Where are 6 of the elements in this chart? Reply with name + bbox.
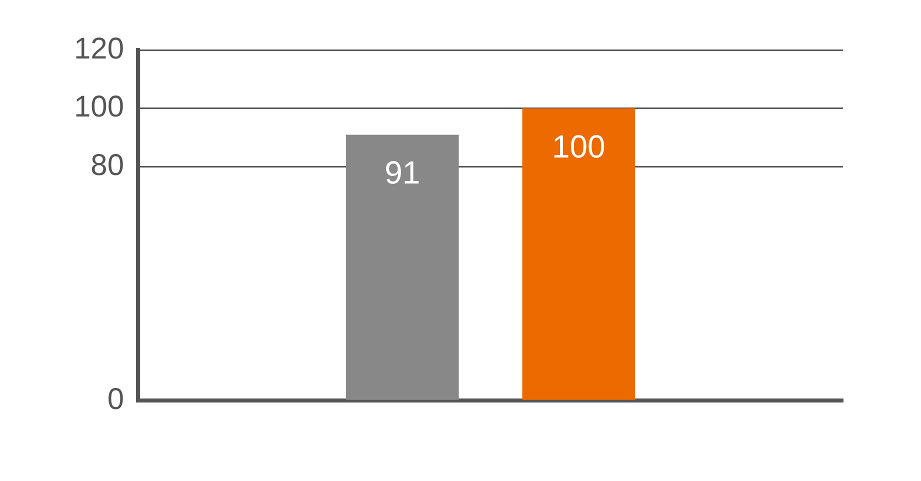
y-tick-label: 120 <box>74 32 124 66</box>
data-label: 91 <box>384 154 420 191</box>
y-tick-label: 80 <box>90 149 124 182</box>
data-label: 100 <box>552 128 606 164</box>
y-tick-label: 100 <box>74 90 124 124</box>
y-tick-label: 0 <box>107 382 124 416</box>
